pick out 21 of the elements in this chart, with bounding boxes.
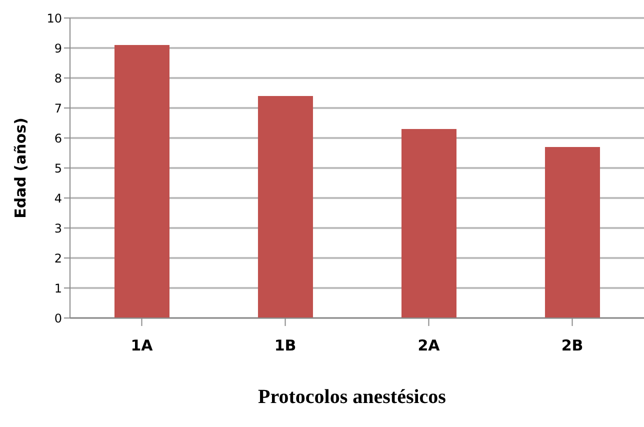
x-tick-label: 1A: [130, 336, 154, 355]
x-tick-label: 1B: [274, 336, 296, 355]
bar: [258, 96, 313, 318]
y-tick-label: 5: [54, 161, 62, 176]
bar: [544, 147, 600, 318]
y-tick-label: 4: [54, 191, 62, 206]
y-tick-label: 3: [54, 221, 62, 236]
x-axis-title: Protocolos anestésicos: [257, 386, 447, 409]
y-tick-label: 7: [54, 101, 62, 116]
y-tick-label: 8: [54, 71, 62, 86]
x-tick-label: 2A: [418, 336, 440, 355]
x-tick-label: 2B: [561, 336, 584, 355]
y-tick-label: 9: [54, 41, 62, 56]
y-tick-label: 6: [54, 131, 62, 146]
y-tick-label: 2: [54, 251, 62, 266]
y-axis-title: Edad (años): [11, 118, 30, 218]
y-tick-label: 1: [54, 281, 62, 296]
bar: [114, 45, 170, 318]
y-tick-label: 10: [46, 11, 62, 26]
bar: [401, 129, 456, 318]
y-tick-label: 0: [54, 311, 62, 326]
